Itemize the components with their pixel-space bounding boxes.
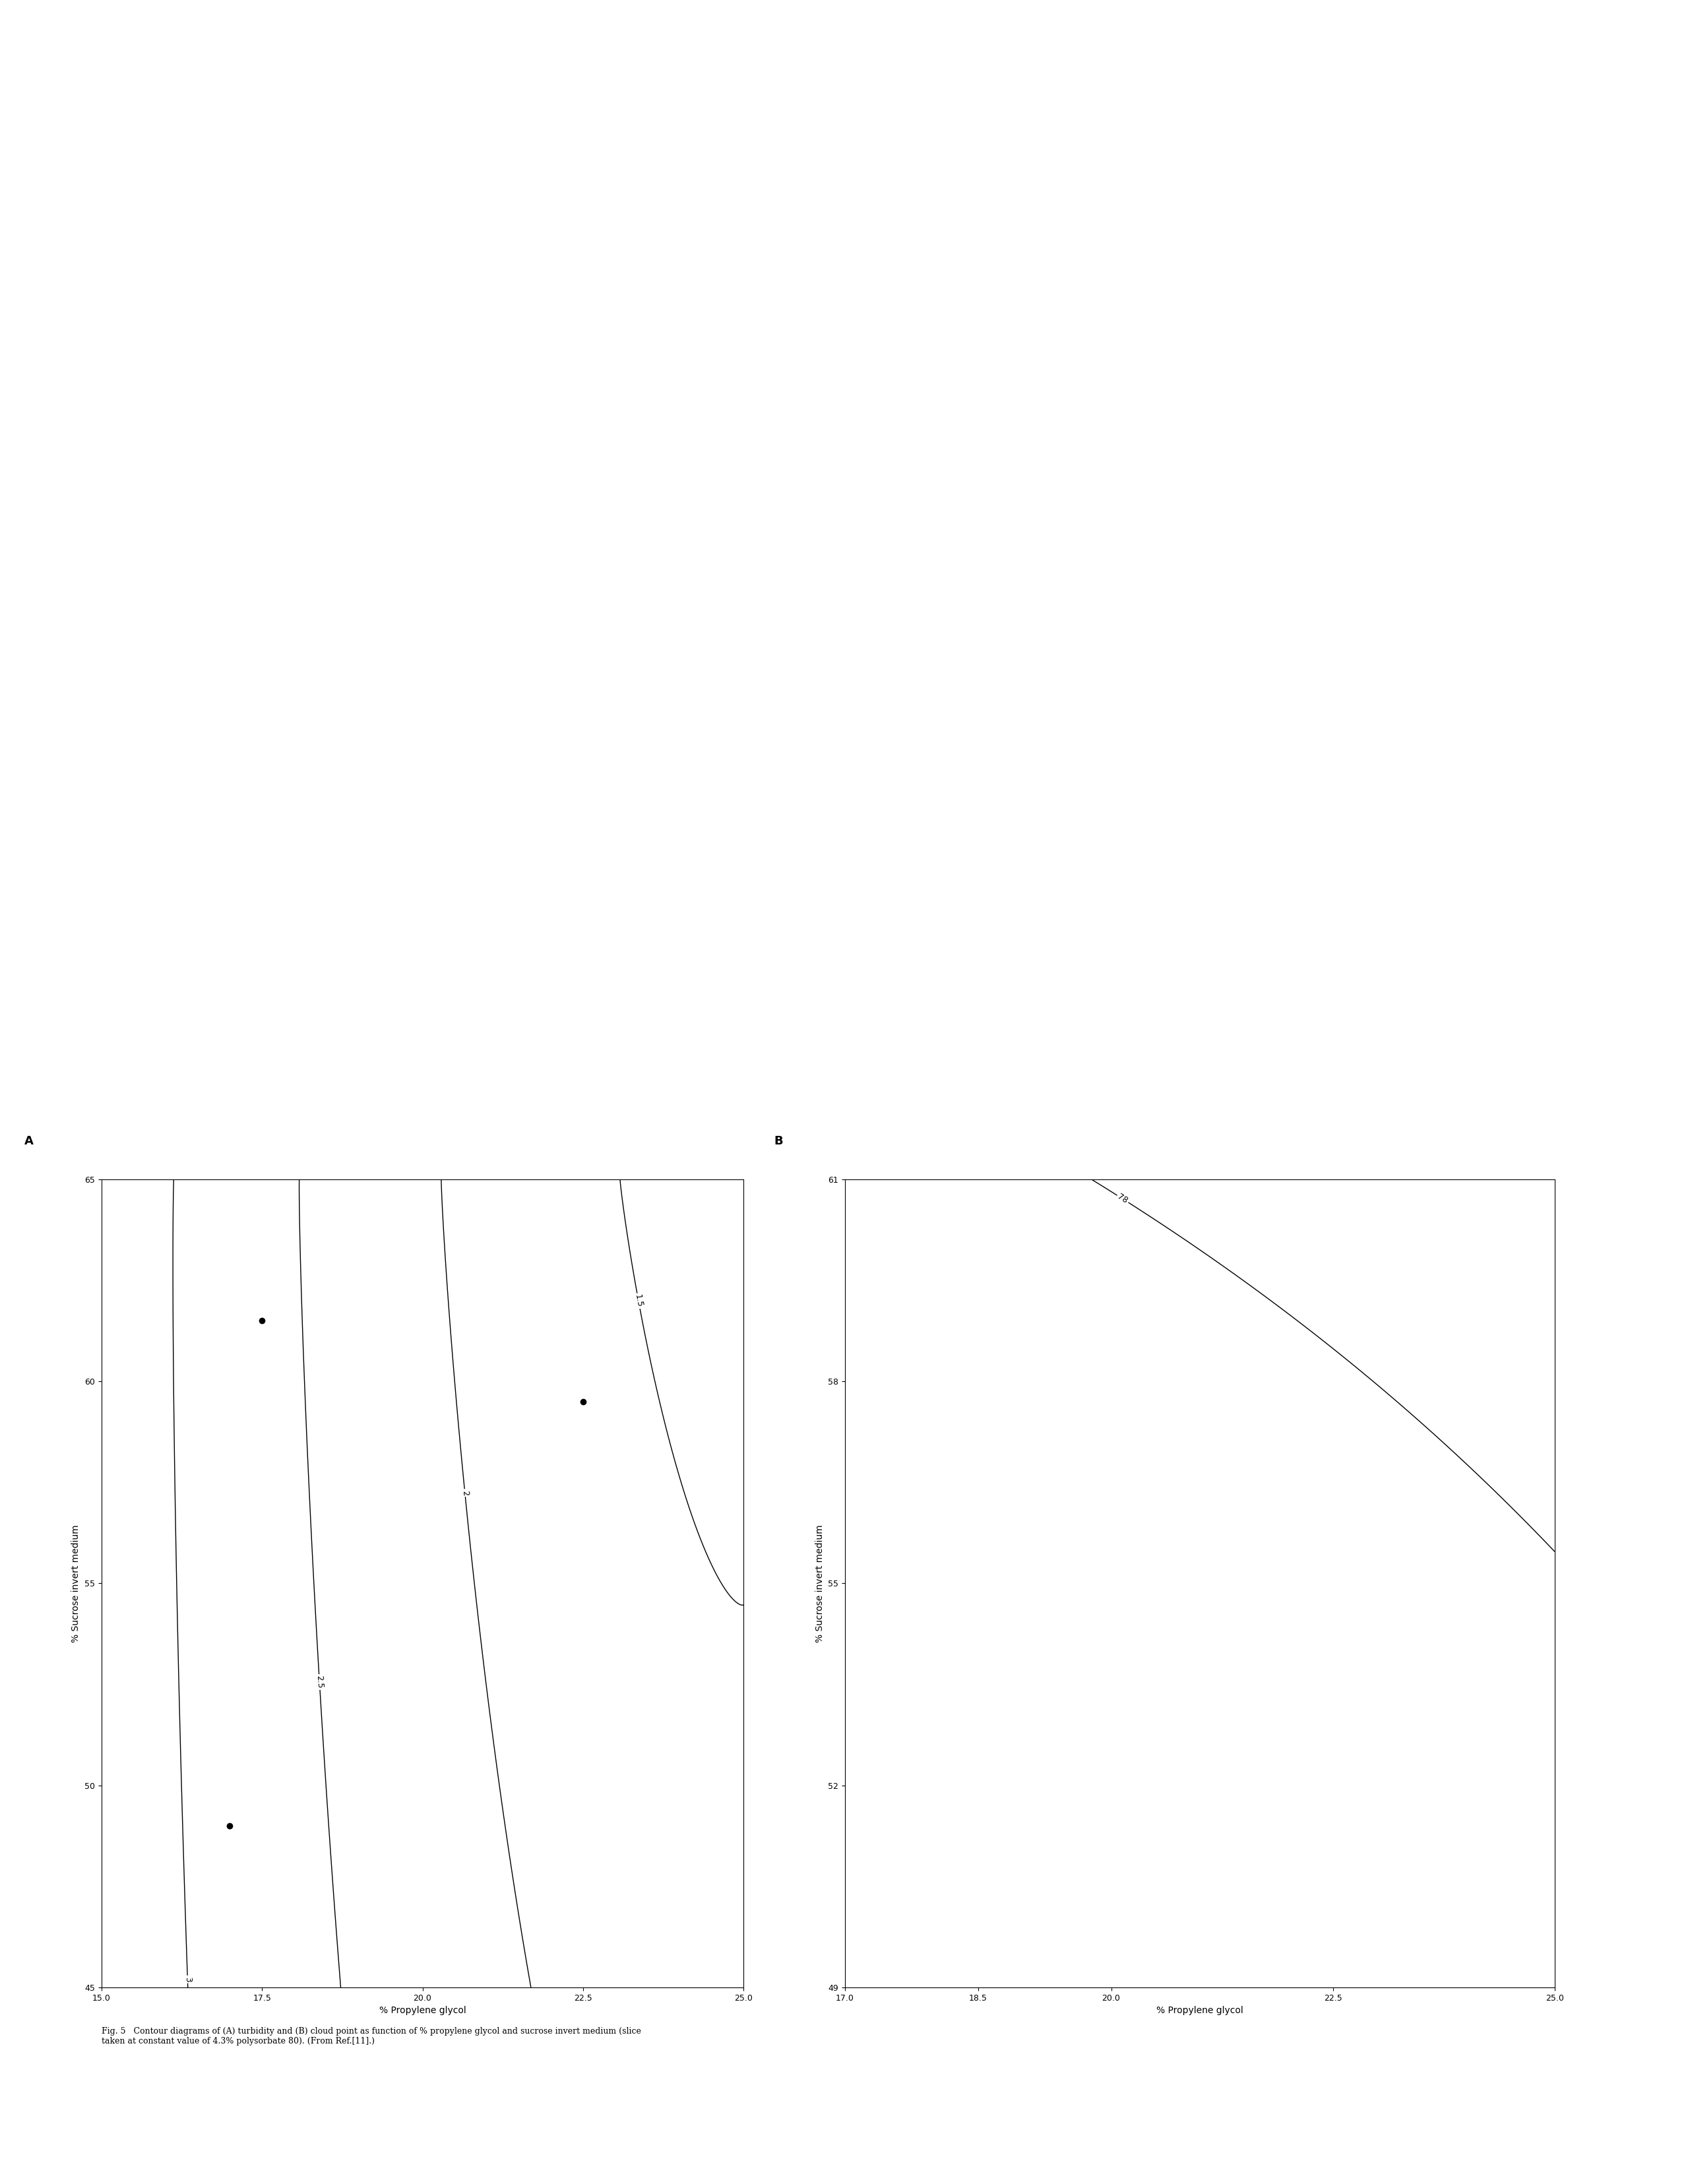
Text: 1.5: 1.5	[634, 1293, 644, 1308]
X-axis label: % Propylene glycol: % Propylene glycol	[1156, 2007, 1244, 2016]
X-axis label: % Propylene glycol: % Propylene glycol	[379, 2007, 466, 2016]
Text: 3: 3	[183, 1977, 193, 1983]
Y-axis label: % Sucrose invert medium: % Sucrose invert medium	[815, 1524, 825, 1642]
Y-axis label: % Sucrose invert medium: % Sucrose invert medium	[71, 1524, 81, 1642]
Text: 2.5: 2.5	[314, 1675, 324, 1688]
Text: B: B	[774, 1136, 782, 1147]
Text: 2: 2	[460, 1489, 470, 1496]
Text: A: A	[24, 1136, 34, 1147]
Text: 78: 78	[1115, 1192, 1129, 1206]
Text: Fig. 5   Contour diagrams of (A) turbidity and (B) cloud point as function of % : Fig. 5 Contour diagrams of (A) turbidity…	[101, 2027, 641, 2044]
